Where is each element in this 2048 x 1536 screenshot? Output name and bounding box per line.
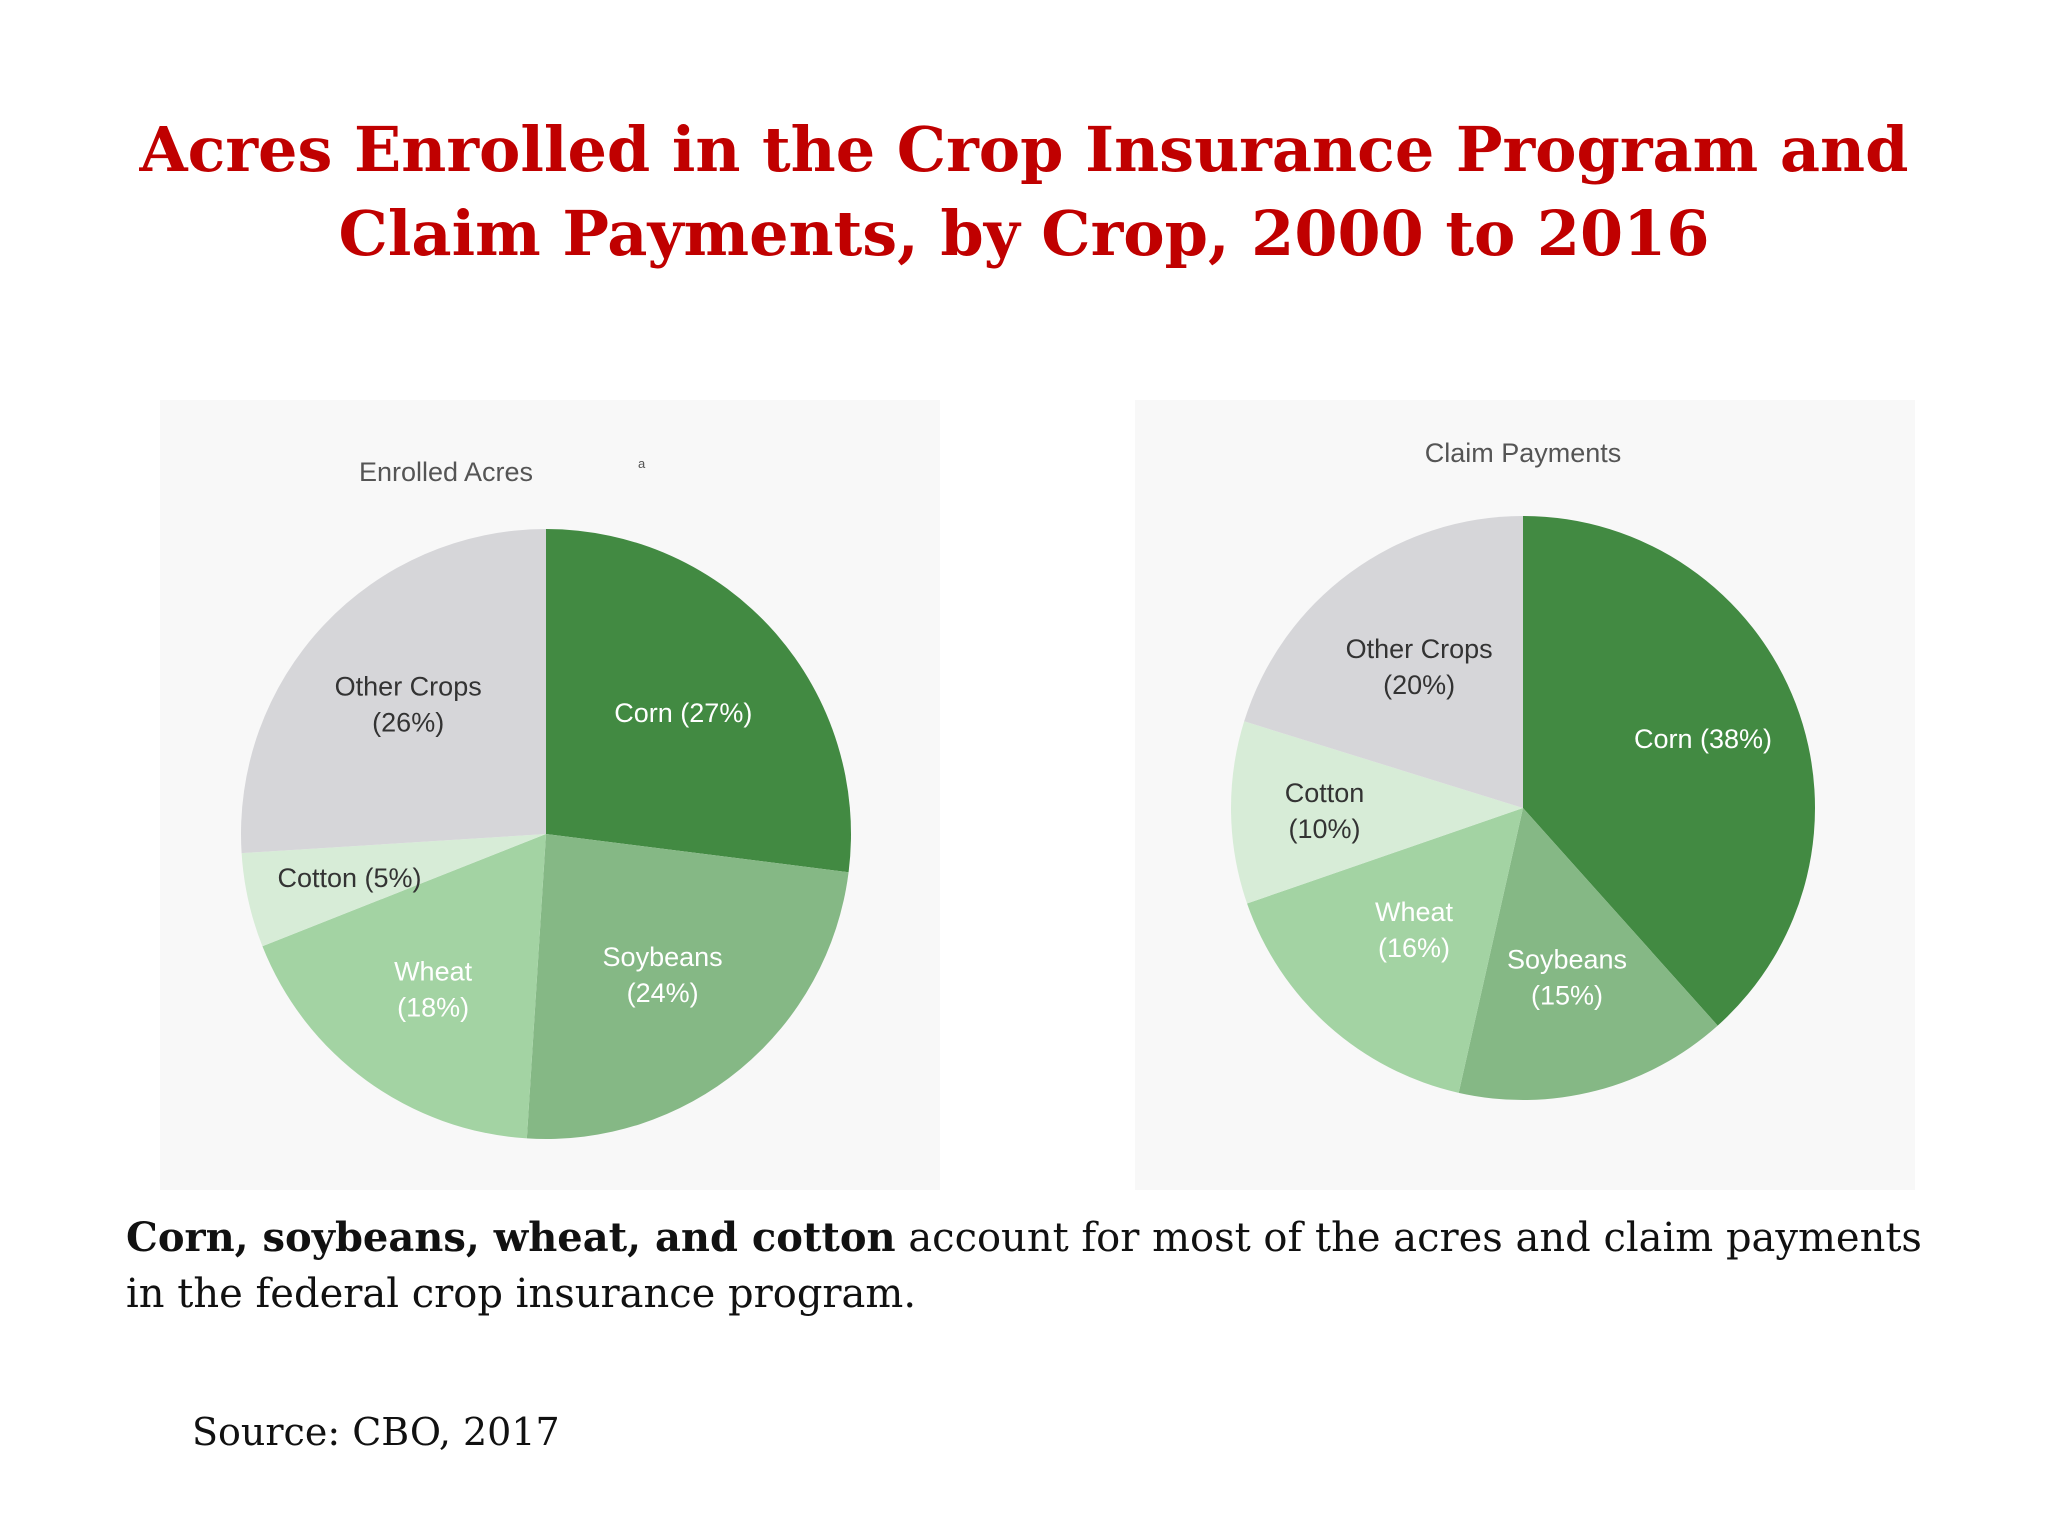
- caption-lead: Corn, soybeans, wheat, and cotton: [126, 1214, 896, 1261]
- enrolled-slice-wheat: [262, 834, 546, 1139]
- enrolled-label-corn: Corn (27%): [614, 698, 752, 728]
- enrolled-label-soybeans: Soybeans (24%): [603, 942, 723, 1008]
- slide-title: Acres Enrolled in the Crop Insurance Pro…: [0, 108, 2048, 276]
- enrolled-slice-cotton: [241, 834, 546, 947]
- caption-rest: account for most of the acres and claim …: [126, 1215, 1922, 1317]
- claims-label-wheat: Wheat (16%): [1375, 897, 1454, 963]
- enrolled-label-other: Other Crops (26%): [335, 672, 482, 738]
- claim-payments-pie: Claim Payments Corn (38%) Soybeans (15%) Wh…: [1231, 438, 1816, 1101]
- claim-payments-title: Claim Payments: [1425, 438, 1622, 468]
- enrolled-label-cotton: Cotton (5%): [277, 863, 421, 893]
- enrolled-acres-title-footnote: a: [638, 456, 646, 471]
- claims-label-other: Other Crops (20%): [1346, 634, 1493, 700]
- caption: Corn, soybeans, wheat, and cotton accoun…: [126, 1210, 1926, 1322]
- slide-title-line-1: Acres Enrolled in the Crop Insurance Pro…: [139, 113, 1909, 186]
- claims-slice-other: [1244, 516, 1523, 808]
- claims-label-soybeans: Soybeans (15%): [1507, 945, 1627, 1011]
- claims-slice-soybeans: [1458, 808, 1718, 1101]
- enrolled-acres-pie: Enrolled Acres a Corn (27%) Soybeans (24%)…: [240, 456, 851, 1140]
- claims-slice-wheat: [1247, 808, 1523, 1093]
- enrolled-label-wheat: Wheat (18%): [394, 957, 473, 1023]
- enrolled-slice-corn: [546, 529, 851, 873]
- slide-title-line-2: Claim Payments, by Crop, 2000 to 2016: [338, 197, 1710, 270]
- claims-slice-cotton: [1231, 721, 1523, 904]
- claim-payments-chart: Claim Payments Corn (38%) Soybeans (15%) Wh…: [1135, 400, 1915, 1190]
- claims-label-corn: Corn (38%): [1634, 724, 1772, 754]
- enrolled-slice-other: [240, 529, 547, 854]
- enrolled-acres-title: Enrolled Acres: [359, 457, 533, 487]
- source-note: Source: CBO, 2017: [192, 1410, 560, 1454]
- enrolled-acres-chart: Enrolled Acres a Corn (27%) Soybeans (24%)…: [160, 400, 940, 1190]
- claims-slice-corn: [1523, 516, 1816, 1026]
- enrolled-slice-soybeans: [526, 834, 849, 1140]
- claims-label-cotton: Cotton (10%): [1285, 778, 1365, 844]
